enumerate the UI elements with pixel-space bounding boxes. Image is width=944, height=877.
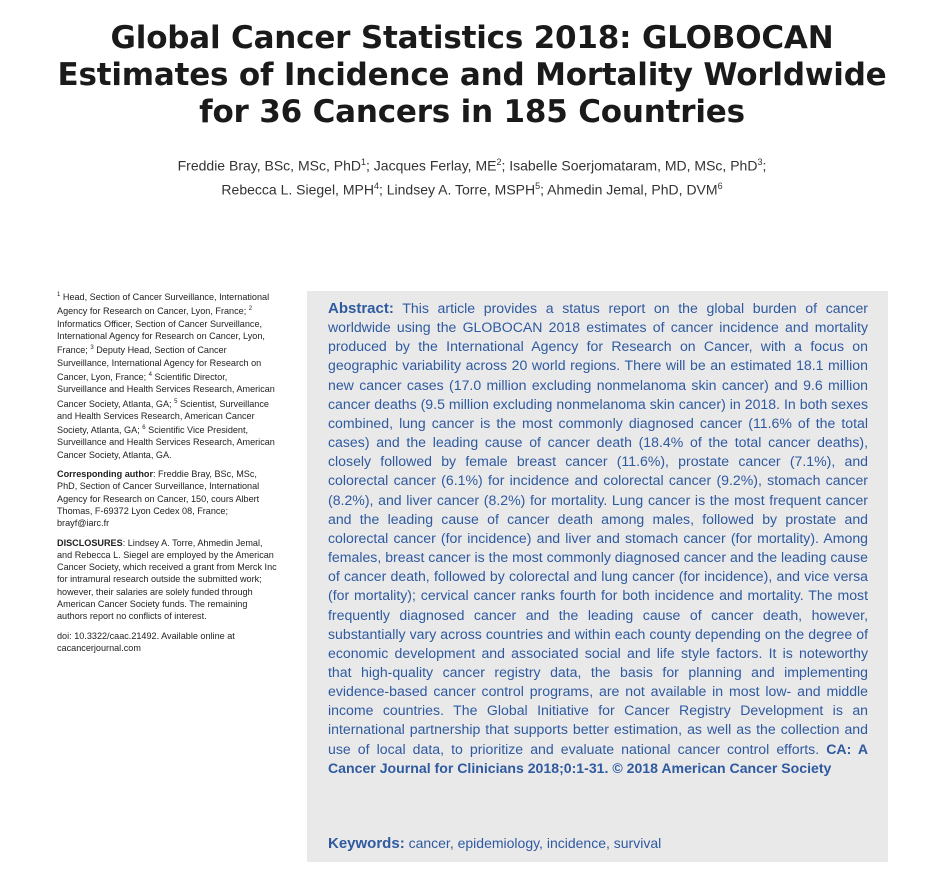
author-name: Freddie Bray, BSc, MSc, PhD [177,157,361,174]
keywords-text: cancer, epidemiology, incidence, surviva… [404,835,662,851]
abstract-body: This article provides a status report on… [328,300,868,757]
affiliation-text: Head, Section of Cancer Surveillance, In… [57,292,270,317]
doi: doi: 10.3322/caac.21492. Available onlin… [57,630,235,653]
affiliation-sup: 2 [248,306,253,313]
author-line-1: Freddie Bray, BSc, MSc, PhD1; Jacques Fe… [40,152,904,176]
author-name: Ahmedin Jemal, PhD, DVM [547,181,718,198]
author-separator: ; [378,181,387,198]
affiliations: 1 Head, Section of Cancer Surveillance, … [57,289,279,461]
author-separator: ; [501,157,510,174]
author-line-2: Rebecca L. Siegel, MPH4; Lindsey A. Torr… [40,176,904,200]
author-sup: 5 [535,180,541,191]
journal-citation: CA: A Cancer Journal for Clinicians 2018… [328,740,868,776]
author-sup: 6 [717,180,723,191]
abstract-paragraph: Abstract: This article provides a status… [328,299,868,778]
author-separator: ; [762,157,767,174]
abstract-box: Abstract: This article provides a status… [307,291,888,862]
corresponding-label: Corresponding author [57,469,153,480]
author-separator: ; [366,157,374,174]
author-sup: 2 [496,157,502,167]
sidebar-notes: 1 Head, Section of Cancer Surveillance, … [57,289,279,661]
author-sup: 4 [373,180,379,191]
affiliation-text: Scientific Vice President, Surveillance … [57,425,275,460]
disclosures-label: DISCLOSURES [57,537,123,548]
author-sup: 1 [360,157,366,167]
author-name: Rebecca L. Siegel, MPH [221,181,374,198]
author-name: Isabelle Soerjomataram, MD, MSc, PhD [509,157,758,174]
affiliation-sup: 5 [174,398,178,405]
affiliation-sup: 6 [142,425,146,432]
affiliation-text: Scientist, Surveillance and Health Servi… [57,398,269,436]
corresponding-text: : Freddie Bray, BSc, MSc, PhD, Section o… [57,469,260,529]
author-name: Jacques Ferlay, ME [373,157,497,174]
author-separator: ; [540,181,548,198]
article-title: Global Cancer Statistics 2018: GLOBOCAN … [57,20,887,130]
abstract-label: Abstract: [328,300,394,317]
corresponding-author: Corresponding author: Freddie Bray, BSc,… [57,468,279,529]
affiliation-text: Scientific Director, Surveillance and He… [57,371,275,409]
keywords: Keywords: cancer, epidemiology, incidenc… [328,835,661,852]
author-list: Freddie Bray, BSc, MSc, PhD1; Jacques Fe… [40,152,904,199]
affiliation-sup: 4 [148,371,152,378]
affiliation-text: Deputy Head, Section of Cancer Surveilla… [57,345,262,382]
disclosures-text: : Lindsey A. Torre, Ahmedin Jemal, and R… [57,537,277,622]
author-sup: 3 [757,157,763,167]
affiliation-text: Informatics Officer, Section of Cancer S… [57,318,265,356]
affiliation-sup: 3 [90,345,94,352]
disclosures: DISCLOSURES: Lindsey A. Torre, Ahmedin J… [57,537,279,623]
keywords-label: Keywords: [328,835,405,852]
affiliation-sup: 1 [57,292,61,298]
author-name: Lindsey A. Torre, MSPH [386,181,536,198]
